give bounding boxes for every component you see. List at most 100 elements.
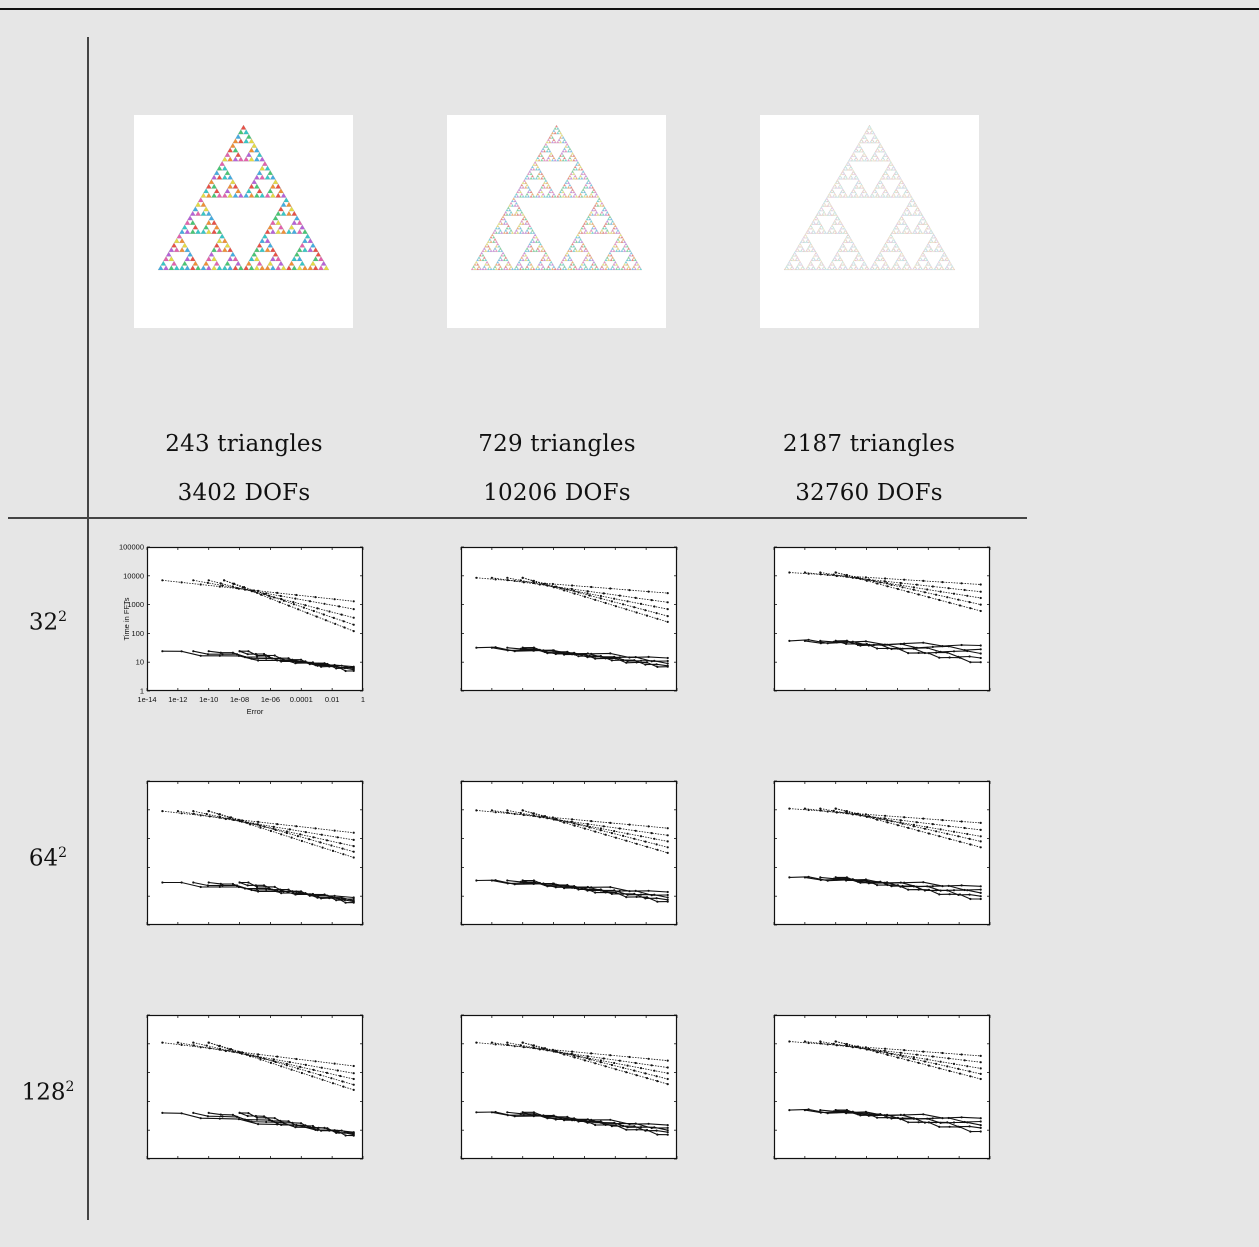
mesh-triangle <box>542 148 545 150</box>
mesh-triangle <box>567 195 570 197</box>
plot-frame <box>775 782 990 925</box>
mesh-triangle <box>857 251 858 252</box>
mesh-triangle <box>902 224 903 225</box>
mesh-triangle <box>839 267 840 268</box>
mesh-triangle <box>843 168 844 169</box>
mesh-triangle <box>482 259 485 261</box>
mesh-triangle <box>867 128 868 129</box>
mesh-triangle <box>899 248 900 249</box>
mesh-triangle <box>904 260 905 261</box>
data-point <box>542 882 544 884</box>
mesh-triangle <box>890 165 891 166</box>
mesh-triangle <box>948 269 949 270</box>
mesh-triangle <box>865 159 866 160</box>
mesh-triangle <box>845 247 846 248</box>
data-point <box>265 1121 267 1123</box>
mesh-triangle <box>514 213 517 215</box>
mesh-triangle <box>866 265 867 266</box>
mesh-triangle <box>910 213 911 214</box>
mesh-triangle <box>930 265 931 266</box>
mesh-triangle <box>899 183 900 184</box>
data-point <box>263 653 265 655</box>
mesh-triangle <box>932 236 933 237</box>
data-point <box>319 1074 321 1076</box>
mesh-triangle <box>934 269 935 270</box>
mesh-triangle <box>532 236 535 238</box>
mesh-triangle <box>839 221 840 222</box>
mesh-triangle <box>594 191 597 193</box>
mesh-triangle <box>883 160 884 161</box>
data-point <box>653 1070 655 1072</box>
mesh-triangle <box>516 231 519 233</box>
mesh-triangle <box>891 196 892 197</box>
data-point <box>341 897 343 899</box>
mesh-triangle <box>623 250 626 252</box>
mesh-triangle <box>238 139 243 144</box>
mesh-triangle <box>919 214 920 215</box>
mesh-triangle <box>201 265 206 270</box>
mesh-triangle <box>950 263 951 264</box>
mesh-triangle <box>844 169 845 170</box>
data-point <box>855 813 857 815</box>
mesh-triangle <box>896 225 897 226</box>
mesh-triangle <box>579 193 582 195</box>
mesh-triangle <box>601 229 604 231</box>
mesh-triangle <box>626 259 629 261</box>
mesh-triangle <box>302 247 307 252</box>
mesh-triangle <box>930 246 931 247</box>
mesh-triangle <box>591 213 594 215</box>
mesh-triangle <box>872 139 873 140</box>
mesh-triangle <box>851 176 852 177</box>
mesh-triangle <box>849 241 850 242</box>
mesh-triangle <box>877 265 878 266</box>
data-point <box>274 654 276 656</box>
mesh-triangle <box>822 231 823 232</box>
mesh-triangle <box>893 247 894 248</box>
mesh-triangle <box>498 245 501 247</box>
mesh-triangle <box>895 226 896 227</box>
mesh-triangle <box>808 239 809 240</box>
data-point <box>613 830 615 832</box>
mesh-triangle <box>589 218 592 220</box>
mesh-triangle <box>841 259 842 260</box>
data-point <box>611 659 613 661</box>
mesh-triangle <box>934 242 935 243</box>
mesh-triangle <box>227 157 232 162</box>
data-point <box>220 1114 222 1116</box>
mesh-triangle <box>925 265 926 266</box>
mesh-triangle <box>566 252 569 254</box>
mesh-triangle <box>605 259 608 261</box>
mesh-triangle <box>898 248 899 249</box>
mesh-triangle <box>490 236 493 238</box>
mesh-triangle <box>836 214 837 215</box>
mesh-triangle <box>792 269 793 270</box>
data-point <box>279 1120 281 1122</box>
data-point <box>587 652 589 654</box>
mesh-triangle <box>798 259 799 260</box>
mesh-triangle <box>941 256 942 257</box>
mesh-triangle <box>793 255 794 256</box>
mesh-triangle <box>853 153 854 154</box>
data-point <box>980 1124 982 1126</box>
mesh-triangle <box>613 250 616 252</box>
mesh-triangle <box>908 268 909 269</box>
mesh-triangle <box>817 268 818 269</box>
mesh-triangle <box>823 233 824 234</box>
data-point <box>627 1065 629 1067</box>
mesh-triangle <box>270 229 275 234</box>
mesh-triangle <box>543 186 546 188</box>
mesh-triangle <box>812 251 813 252</box>
data-point <box>522 879 524 881</box>
mesh-triangle <box>888 169 889 170</box>
mesh-triangle <box>829 194 830 195</box>
mesh-triangle <box>916 209 917 210</box>
data-point <box>819 1109 821 1111</box>
mesh-triangle <box>494 247 497 249</box>
mesh-triangle <box>500 250 503 252</box>
mesh-triangle <box>891 251 892 252</box>
mesh-triangle <box>519 195 522 197</box>
mesh-triangle <box>589 268 592 270</box>
data-point <box>495 1043 497 1045</box>
mesh-triangle <box>519 186 522 188</box>
data-point <box>208 579 210 581</box>
